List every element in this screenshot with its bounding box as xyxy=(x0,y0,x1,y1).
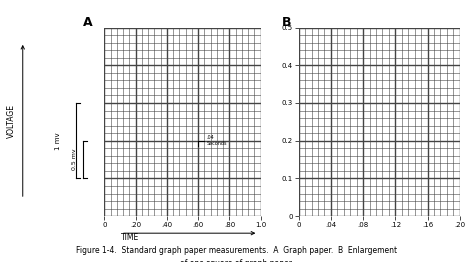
Text: 1 mv: 1 mv xyxy=(55,132,61,150)
Text: of one square of graph paper.: of one square of graph paper. xyxy=(180,259,294,262)
Text: TIME: TIME xyxy=(121,233,139,242)
Text: 0.5 mv: 0.5 mv xyxy=(73,149,77,170)
Text: .04
Seconds: .04 Seconds xyxy=(207,135,227,146)
Text: B: B xyxy=(282,16,292,29)
Text: Figure 1-4.  Standard graph paper measurements.  A  Graph paper.  B  Enlargement: Figure 1-4. Standard graph paper measure… xyxy=(76,246,398,255)
Text: A: A xyxy=(83,16,92,29)
Text: VOLTAGE: VOLTAGE xyxy=(8,103,16,138)
